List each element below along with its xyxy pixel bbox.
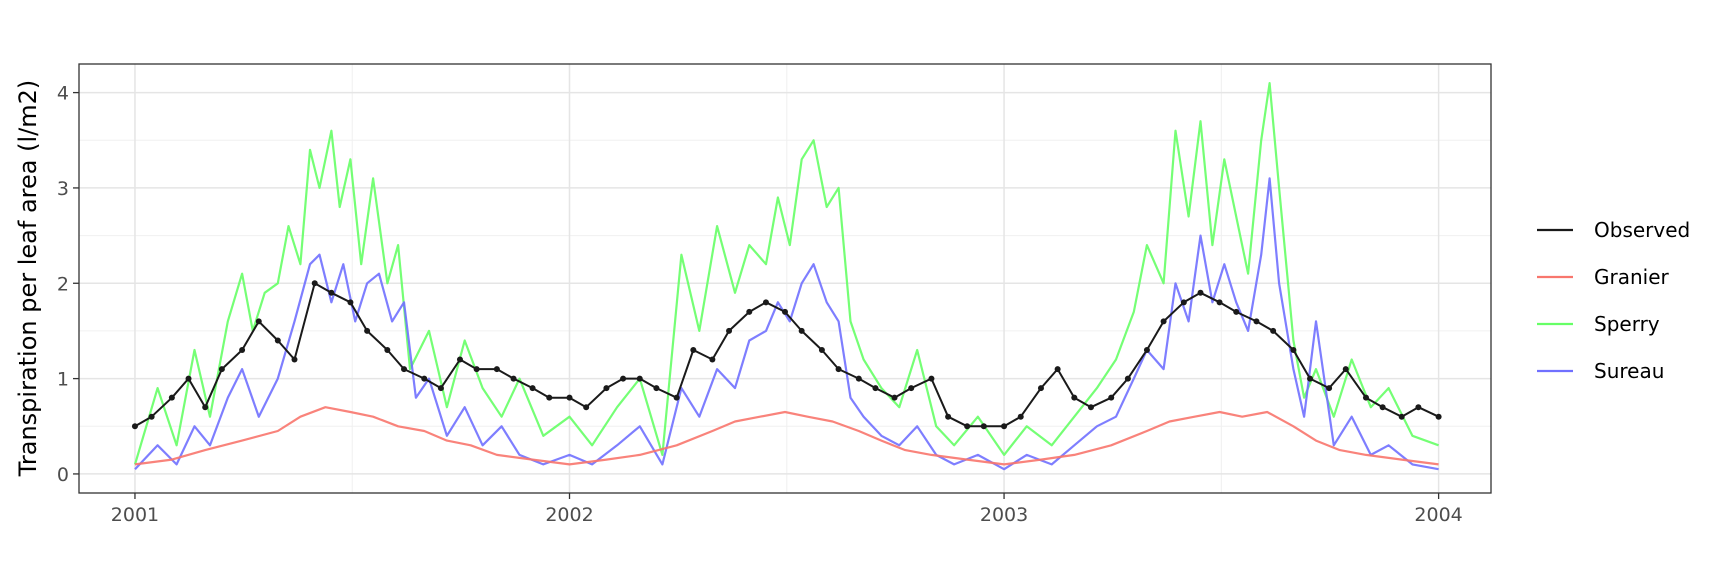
observed-point (1180, 299, 1187, 306)
observed-point (1143, 347, 1150, 353)
legend-label-sureau: Sureau (1594, 359, 1664, 383)
legend-label-granier: Granier (1594, 265, 1670, 289)
observed-point (291, 356, 298, 363)
observed-point (1270, 327, 1277, 334)
observed-point (384, 347, 391, 353)
observed-point (131, 423, 138, 430)
x-tick-labels: 2001 2002 2003 2004 (111, 504, 1463, 526)
legend: Observed Granier Sperry Sureau (1537, 218, 1690, 383)
observed-point (1017, 413, 1024, 420)
observed-point (798, 327, 805, 334)
observed-point (421, 375, 428, 382)
observed-point (1087, 404, 1094, 411)
observed-point (1435, 413, 1442, 420)
observed-point (1415, 404, 1422, 411)
observed-point (1379, 404, 1386, 411)
observed-point (274, 337, 281, 344)
y-axis-title: Transpiration per leaf area (l/m2) (14, 80, 42, 478)
observed-point (726, 327, 733, 334)
series-line-sperry (133, 81, 1439, 465)
observed-point (566, 394, 573, 401)
observed-point (1037, 385, 1044, 392)
observed-point (762, 299, 769, 306)
observed-point (980, 423, 987, 430)
observed-point (510, 375, 517, 382)
observed-point (347, 299, 354, 306)
observed-point (1253, 318, 1260, 325)
observed-point (690, 347, 697, 353)
observed-point (855, 375, 862, 382)
observed-point (891, 394, 898, 401)
observed-point (1216, 299, 1223, 306)
observed-point (782, 308, 788, 315)
y-tick-labels: 0 1 2 3 4 (57, 83, 69, 486)
observed-point (1160, 318, 1167, 325)
observed-point (364, 327, 371, 334)
observed-point (148, 413, 155, 420)
observed-point (255, 318, 262, 325)
observed-point (546, 394, 553, 401)
series-line-granier (134, 406, 1439, 466)
observed-point (239, 347, 246, 353)
observed-point (1233, 308, 1240, 315)
observed-point (583, 404, 590, 411)
y-tick-label: 2 (57, 273, 69, 295)
observed-point (1124, 375, 1131, 382)
observed-point (636, 375, 643, 382)
observed-point (437, 385, 444, 392)
grid-minor (79, 64, 1491, 493)
observed-point (1342, 366, 1349, 373)
y-tick-label: 0 (57, 464, 69, 486)
observed-point (746, 308, 753, 315)
series-line-sureau (134, 177, 1439, 471)
y-tick-label: 1 (57, 369, 69, 391)
x-tick-label: 2002 (545, 504, 593, 526)
panel-background (79, 64, 1491, 493)
legend-label-sperry: Sperry (1594, 312, 1660, 336)
observed-point (945, 413, 952, 420)
observed-point (1326, 385, 1333, 392)
panel-border (78, 63, 1492, 494)
observed-point (709, 356, 716, 363)
observed-point (1054, 366, 1061, 373)
observed-point (603, 385, 610, 392)
observed-point (1197, 289, 1204, 296)
observed-point (456, 356, 463, 363)
observed-point (473, 366, 480, 373)
observed-point (818, 347, 825, 353)
observed-point (218, 366, 225, 373)
observed-point (1071, 394, 1078, 401)
observed-point (1108, 394, 1115, 401)
observed-point (1001, 423, 1008, 430)
observed-point (928, 375, 935, 382)
observed-point (872, 385, 879, 392)
x-tick-label: 2003 (980, 504, 1028, 526)
axis-ticks (73, 91, 1440, 499)
observed-point (673, 394, 680, 401)
observed-point (964, 423, 971, 430)
observed-point (168, 394, 175, 401)
y-tick-label: 3 (57, 178, 69, 200)
observed-point (1398, 413, 1405, 420)
observed-point (202, 404, 209, 411)
observed-point (835, 366, 842, 373)
observed-point (908, 385, 915, 392)
observed-point (185, 375, 192, 382)
x-tick-label: 2004 (1414, 504, 1462, 526)
observed-points (131, 280, 1442, 430)
observed-point (1290, 347, 1297, 353)
observed-point (328, 289, 335, 296)
observed-point (1307, 375, 1314, 382)
observed-point (1362, 394, 1369, 401)
x-tick-label: 2001 (111, 504, 159, 526)
observed-point (401, 366, 408, 373)
observed-point (653, 385, 660, 392)
observed-point (529, 385, 536, 392)
observed-point (493, 366, 500, 373)
legend-label-observed: Observed (1594, 218, 1690, 242)
observed-point (311, 280, 318, 287)
y-tick-label: 4 (57, 83, 69, 105)
observed-point (620, 375, 627, 382)
